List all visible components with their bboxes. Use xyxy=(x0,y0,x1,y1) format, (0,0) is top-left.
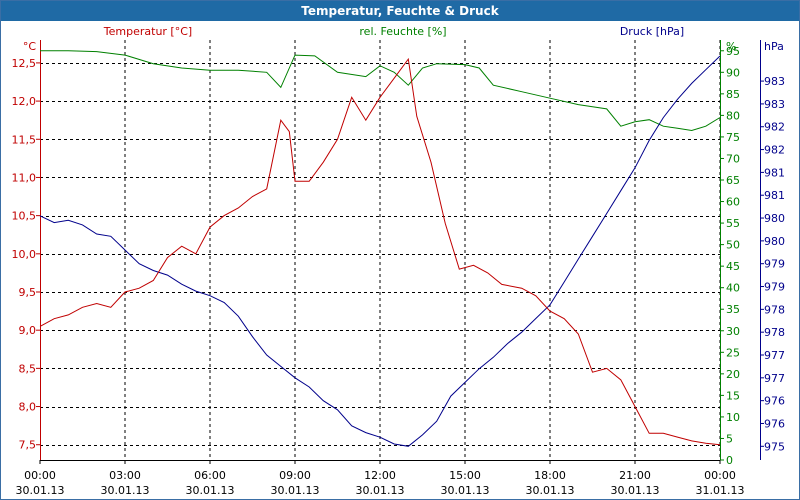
temperature-tick-label: 11,5 xyxy=(12,133,37,146)
humidity-tick-label: 40 xyxy=(726,282,740,295)
humidity-tick-label: 55 xyxy=(726,217,740,230)
axes xyxy=(36,40,764,464)
humidity-tick-label: 90 xyxy=(726,66,740,79)
x-tick-date-label: 30.01.13 xyxy=(441,484,490,497)
pressure-tick-label: 977 xyxy=(764,372,785,385)
pressure-tick-label: 980 xyxy=(764,235,785,248)
pressure-tick-label: 975 xyxy=(764,440,785,453)
humidity-tick-label: 50 xyxy=(726,239,740,252)
temperature-tick-label: 8,0 xyxy=(19,401,37,414)
humidity-tick-label: 70 xyxy=(726,152,740,165)
x-tick-date-label: 30.01.13 xyxy=(16,484,65,497)
x-tick-date-label: 30.01.13 xyxy=(101,484,150,497)
temperature-tick-label: 12,0 xyxy=(12,95,37,108)
temperature-tick-label: 7,5 xyxy=(19,439,37,452)
pressure-tick-label: 982 xyxy=(764,144,785,157)
temperature-line xyxy=(39,57,721,446)
pressure-tick-label: 978 xyxy=(764,326,785,339)
humidity-unit: % xyxy=(726,40,736,53)
humidity-tick-label: 0 xyxy=(726,454,733,467)
pressure-tick-label: 981 xyxy=(764,189,785,202)
humidity-tick-label: 45 xyxy=(726,260,740,273)
x-tick-date-label: 31.01.13 xyxy=(696,484,745,497)
grid-lines xyxy=(40,40,721,460)
humidity-tick-label: 95 xyxy=(726,45,740,58)
pressure-line xyxy=(39,55,721,447)
humidity-tick-label: 60 xyxy=(726,196,740,209)
temperature-unit: °C xyxy=(23,40,37,53)
pressure-tick-label: 976 xyxy=(764,395,785,408)
humidity-tick-label: 75 xyxy=(726,131,740,144)
chart-title: Temperatur, Feuchte & Druck xyxy=(1,1,799,21)
humidity-tick-label: 20 xyxy=(726,368,740,381)
humidity-tick-label: 30 xyxy=(726,325,740,338)
x-tick-date-label: 30.01.13 xyxy=(611,484,660,497)
pressure-tick-label: 983 xyxy=(764,75,785,88)
humidity-tick-label: 15 xyxy=(726,389,740,402)
pressure-tick-label: 977 xyxy=(764,349,785,362)
pressure-tick-label: 976 xyxy=(764,417,785,430)
x-tick-time-label: 12:00 xyxy=(364,469,396,482)
x-tick-time-label: 15:00 xyxy=(449,469,481,482)
temperature-tick-label: 9,0 xyxy=(19,324,37,337)
axis-labels: Temperatur [°C] rel. Feuchte [%] Druck [hP… xyxy=(12,25,786,497)
x-tick-time-label: 00:00 xyxy=(24,469,56,482)
x-tick-time-label: 21:00 xyxy=(619,469,651,482)
x-tick-time-label: 09:00 xyxy=(279,469,311,482)
pressure-tick-label: 979 xyxy=(764,258,785,271)
pressure-tick-label: 982 xyxy=(764,121,785,134)
humidity-legend: rel. Feuchte [%] xyxy=(359,25,446,38)
series-lines xyxy=(39,50,721,447)
temperature-tick-label: 12,5 xyxy=(12,57,37,70)
humidity-tick-label: 25 xyxy=(726,346,740,359)
temperature-tick-label: 10,5 xyxy=(12,210,37,223)
temperature-legend: Temperatur [°C] xyxy=(103,25,192,38)
x-tick-time-label: 03:00 xyxy=(109,469,141,482)
humidity-line xyxy=(40,50,721,132)
x-tick-date-label: 30.01.13 xyxy=(356,484,405,497)
humidity-tick-label: 85 xyxy=(726,88,740,101)
x-tick-date-label: 30.01.13 xyxy=(271,484,320,497)
x-tick-time-label: 06:00 xyxy=(194,469,226,482)
pressure-legend: Druck [hPa] xyxy=(620,25,684,38)
x-tick-date-label: 30.01.13 xyxy=(526,484,575,497)
humidity-tick-label: 5 xyxy=(726,432,733,445)
x-tick-date-label: 30.01.13 xyxy=(186,484,235,497)
temperature-tick-label: 10,0 xyxy=(12,248,37,261)
humidity-tick-label: 65 xyxy=(726,174,740,187)
pressure-tick-label: 981 xyxy=(764,166,785,179)
pressure-tick-label: 979 xyxy=(764,281,785,294)
x-tick-time-label: 18:00 xyxy=(534,469,566,482)
temperature-tick-label: 9,5 xyxy=(19,286,37,299)
pressure-tick-label: 978 xyxy=(764,303,785,316)
temperature-tick-label: 11,0 xyxy=(12,171,37,184)
humidity-tick-label: 80 xyxy=(726,109,740,122)
temperature-tick-label: 8,5 xyxy=(19,362,37,375)
pressure-unit: hPa xyxy=(764,40,784,53)
pressure-tick-label: 980 xyxy=(764,212,785,225)
pressure-tick-label: 983 xyxy=(764,98,785,111)
x-tick-time-label: 00:00 xyxy=(704,469,736,482)
humidity-tick-label: 35 xyxy=(726,303,740,316)
humidity-tick-label: 10 xyxy=(726,411,740,424)
